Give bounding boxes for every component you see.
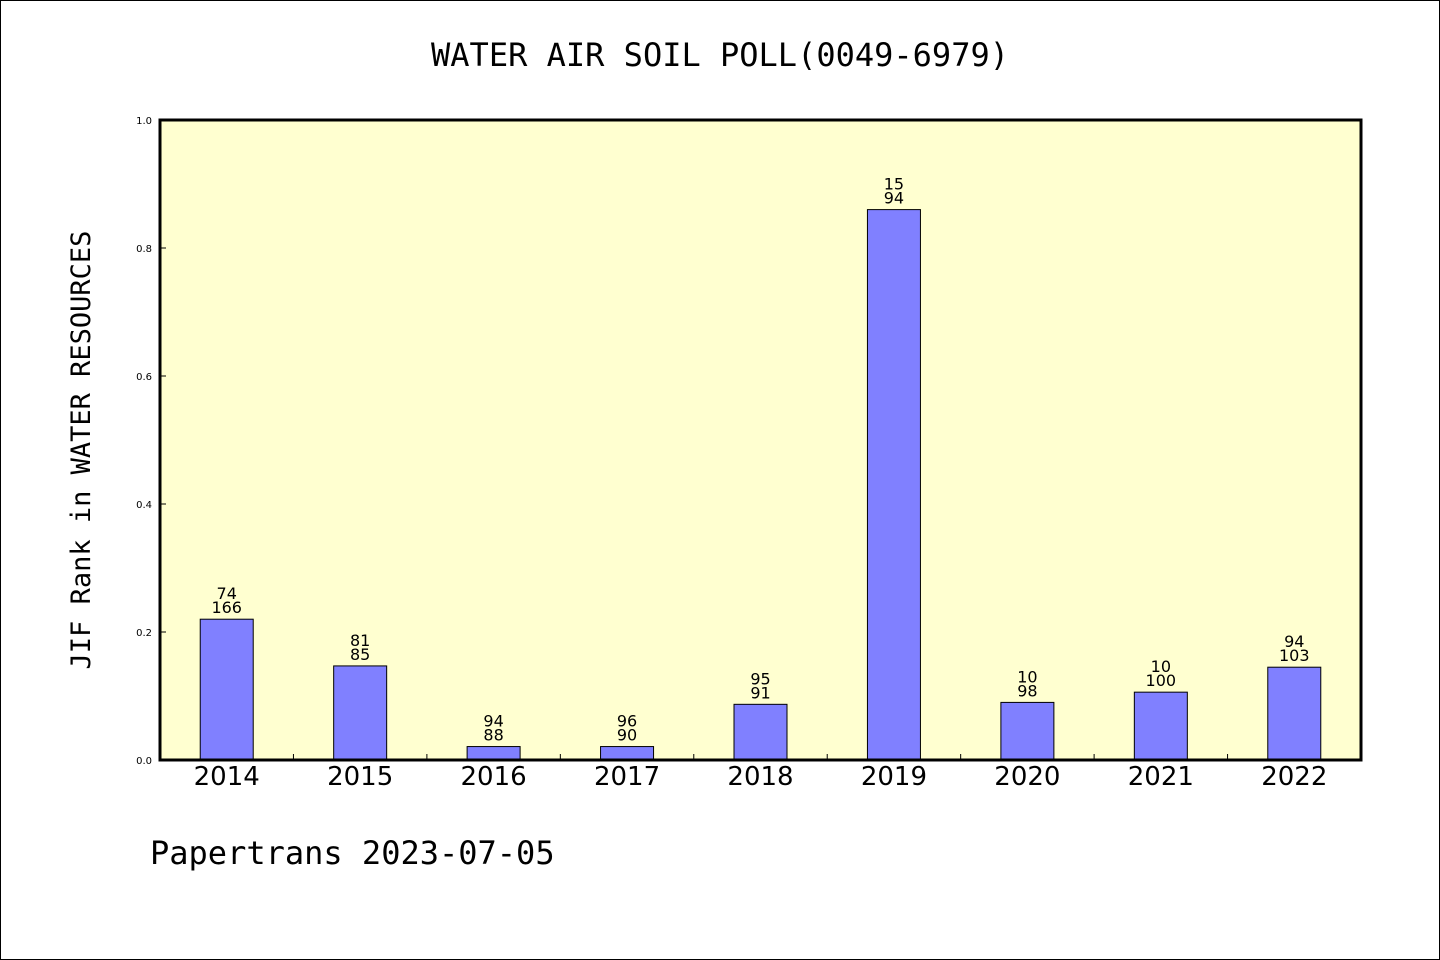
bars-group: [199, 209, 1322, 761]
data-label-bottom: 94: [884, 189, 904, 208]
data-label-bottom: 88: [483, 726, 503, 745]
bar-2016: [466, 746, 521, 761]
y-tick-label: 0.8: [136, 244, 152, 255]
x-tick-label: 2018: [727, 762, 793, 792]
data-label-top: 15: [884, 175, 904, 194]
bar-2022: [1267, 666, 1322, 761]
bar-2017: [600, 746, 655, 761]
data-label-top: 74: [217, 584, 237, 603]
bar-2021: [1133, 691, 1188, 761]
x-tick-label: 2021: [1128, 762, 1194, 792]
x-tick-label: 2022: [1261, 762, 1327, 792]
y-tick-label: 0.0: [136, 756, 152, 767]
x-tick-label: 2020: [994, 762, 1060, 792]
footer-credit: Papertrans 2023-07-05: [150, 834, 555, 872]
data-label-top: 95: [750, 669, 770, 688]
x-tick-label: 2016: [461, 762, 527, 792]
data-label-top: 94: [483, 712, 503, 731]
chart-title: WATER AIR SOIL POLL(0049-6979): [431, 36, 1009, 74]
y-tick-label: 0.4: [136, 500, 152, 511]
y-tick-label: 1.0: [136, 116, 152, 127]
y-tick-label: 0.2: [136, 628, 152, 639]
x-tick-label: 2019: [861, 762, 927, 792]
data-label-top: 94: [1284, 632, 1304, 651]
bar-2018: [733, 703, 788, 761]
data-label-top: 10: [1151, 657, 1171, 676]
data-label-bottom: 90: [617, 726, 637, 745]
data-label-bottom: 166: [211, 598, 242, 617]
plot-area: [160, 120, 1361, 760]
data-label-bottom: 98: [1017, 681, 1037, 700]
bar-2020: [1000, 701, 1055, 761]
x-tick-label: 2015: [327, 762, 393, 792]
bar-2019: [866, 209, 921, 761]
data-label-top: 81: [350, 631, 370, 650]
bar-2015: [333, 665, 388, 761]
x-tick-label: 2014: [194, 762, 260, 792]
data-label-top: 96: [617, 712, 637, 731]
data-label-bottom: 100: [1146, 671, 1177, 690]
data-label-bottom: 85: [350, 645, 370, 664]
data-label-bottom: 91: [750, 683, 770, 702]
y-tick-label: 0.6: [136, 372, 152, 383]
x-axis-ticks: 2014 2015 2016 2017 2018 2019 2020 2021 2022: [194, 754, 1327, 792]
bar-2014: [199, 618, 254, 761]
y-axis-label: JIF Rank in WATER RESOURCES: [66, 231, 97, 670]
data-label-bottom: 103: [1279, 646, 1310, 665]
data-label-top: 10: [1017, 667, 1037, 686]
x-tick-label: 2017: [594, 762, 660, 792]
plot-border: [158, 118, 1363, 762]
